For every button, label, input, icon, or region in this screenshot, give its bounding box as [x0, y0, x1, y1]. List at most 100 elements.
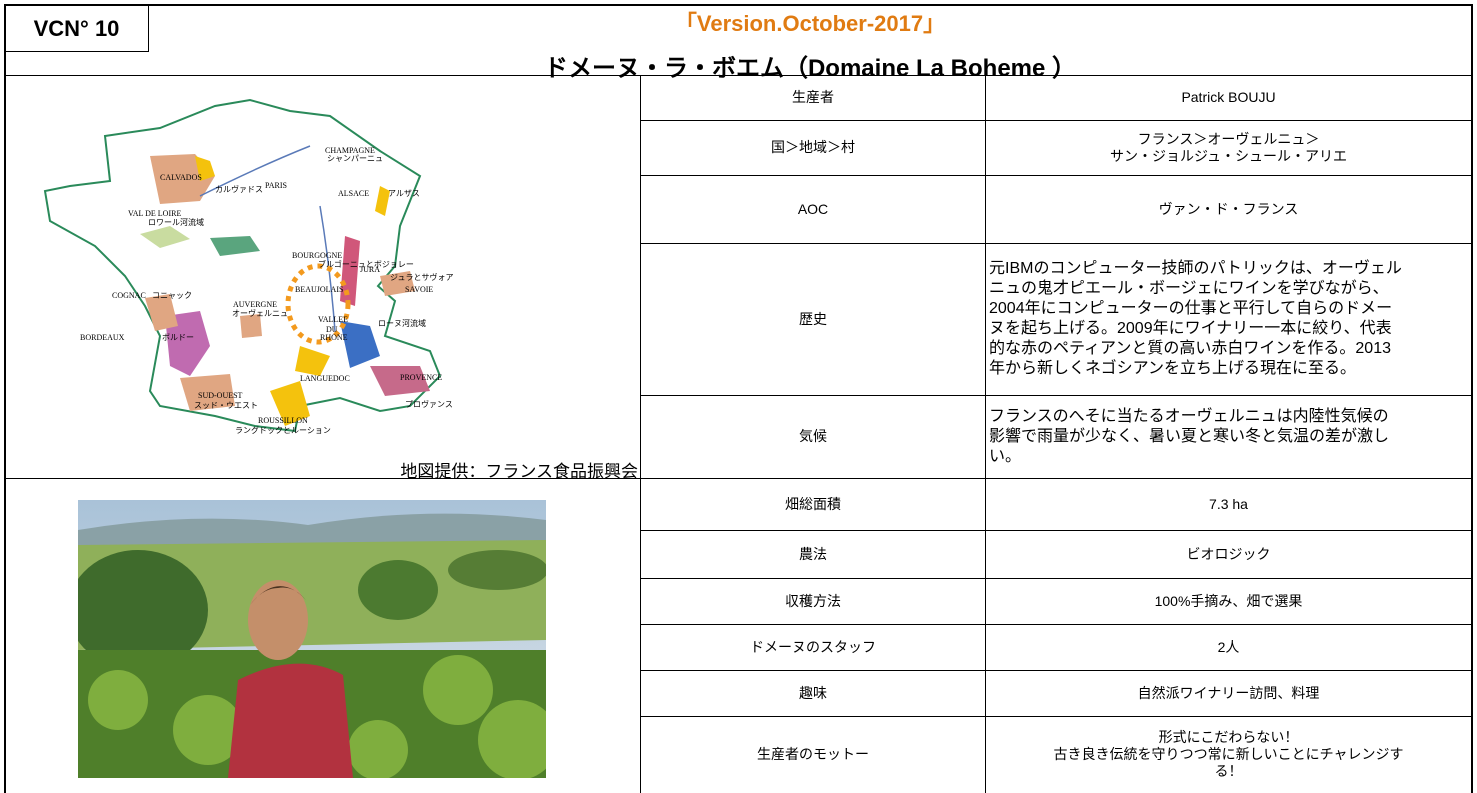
map-label: PARIS: [265, 181, 287, 190]
map-label: ボルドー: [162, 333, 194, 342]
map-label: コニャック: [152, 291, 192, 300]
producer-photo: [78, 500, 546, 778]
value-line: 2004年にコンピューターの仕事と平行して自らのドメー: [989, 300, 1393, 317]
row-label: 生産者のモットー: [641, 716, 985, 793]
map-label: SAVOIE: [405, 285, 433, 294]
map-label: アルザス: [388, 189, 420, 198]
value-line: 2人: [1217, 638, 1240, 655]
row-label: 畑総面積: [641, 478, 985, 530]
value-line: サン・ジョルジュ・シュール・アリエ: [1109, 147, 1348, 164]
row-label: 農法: [641, 530, 985, 578]
row-value: 形式にこだわらない！ 古き良き伝統を守りつつ常に新しいことにチャレンジす る！: [986, 716, 1471, 793]
value-line: フランス＞オーヴェルニュ＞: [1137, 130, 1320, 147]
label-text: 収穫方法: [785, 592, 841, 609]
row-border: [640, 716, 1473, 717]
label-text: 農法: [799, 545, 827, 562]
map-label: オーヴェルニュ: [232, 308, 288, 318]
value-line: 自然派ワイナリー訪問、料理: [1137, 684, 1320, 701]
label-text: 趣味: [799, 684, 827, 701]
map-label: プロヴァンス: [405, 399, 453, 409]
map-label: DU: [326, 325, 338, 334]
label-text: 国＞地域＞村: [771, 139, 855, 155]
row-label: 生産者: [641, 75, 985, 120]
value-line: 形式にこだわらない！: [1158, 729, 1299, 745]
row-value: 元IBMのコンピューター技師のパトリックは、オーヴェル ニュの鬼才ピエール・ボージ…: [986, 243, 1471, 395]
map-label: BORDEAUX: [80, 333, 125, 342]
map-label: RHONE: [320, 333, 348, 342]
row-border: [640, 395, 1473, 396]
value-line: ニュの鬼才ピエール・ボージェにワインを学びながら、: [989, 280, 1389, 297]
map-label: AUVERGNE: [233, 300, 277, 309]
map-label: シャンパーニュ: [327, 154, 383, 163]
column-border: [985, 75, 986, 793]
label-text: 畑総面積: [785, 495, 841, 512]
row-value: ヴァン・ド・フランス: [986, 175, 1471, 243]
value-line: 影響で雨量が少なく、暑い夏と寒い冬と気温の差が激し: [989, 427, 1390, 445]
row-border: [640, 243, 1473, 244]
map-label: ロワール河流域: [148, 217, 204, 227]
label-text: ドメーヌのスタッフ: [750, 638, 876, 655]
value-line: る！: [1214, 763, 1243, 779]
map-label: ブルゴーニュとボジョレー: [318, 259, 414, 269]
map-label: SUD-OUEST: [198, 391, 243, 400]
map-label: CHAMPAGNE: [325, 146, 375, 155]
row-value: Patrick BOUJU: [986, 75, 1471, 120]
map-label: LANGUEDOC: [300, 374, 350, 383]
label-text: 気候: [799, 428, 827, 444]
map-label: ROUSSILLON: [258, 416, 308, 425]
row-label: 気候: [641, 395, 985, 478]
row-value: 自然派ワイナリー訪問、料理: [986, 670, 1471, 716]
label-text: 生産者: [792, 89, 834, 105]
label-text: AOC: [797, 200, 829, 217]
row-value: フランスのへそに当たるオーヴェルニュは内陸性気候の 影響で雨量が少なく、暑い夏と寒…: [986, 395, 1471, 478]
row-label: 収穫方法: [641, 578, 985, 624]
id-cell: VCN° 10: [4, 4, 149, 52]
map-label: スッド・ウエスト: [194, 401, 258, 410]
value-line: 年から新しくネゴシアンを立ち上げる現在に至る。: [989, 360, 1357, 377]
doc-id: VCN° 10: [33, 15, 120, 41]
row-value: 7.3 ha: [986, 478, 1471, 530]
row-value: フランス＞オーヴェルニュ＞ サン・ジョルジュ・シュール・アリエ: [986, 120, 1471, 175]
value-line: 100%手摘み、畑で選果: [1154, 592, 1303, 609]
map-label: カルヴァドス: [215, 184, 263, 194]
value-line: 元IBMのコンピューター技師のパトリックは、オーヴェル: [989, 260, 1402, 277]
row-border: [640, 670, 1473, 671]
value-line: ヌを起ち上げる。2009年にワイナリー一本に絞り、代表: [989, 320, 1392, 337]
version: 「Version.October-2017」: [674, 11, 946, 36]
map-label: ローヌ河流域: [378, 318, 426, 328]
row-value: 100%手摘み、畑で選果: [986, 578, 1471, 624]
title: ドメーヌ・ラ・ボエム（Domaine La Boheme ）: [543, 55, 1077, 82]
value-line: ビオロジック: [1186, 545, 1271, 562]
value-line: ヴァン・ド・フランス: [1158, 200, 1299, 217]
map-label: ラングドックとルーション: [235, 425, 331, 435]
row-label: AOC: [641, 175, 985, 243]
map-label: ALSACE: [338, 189, 369, 198]
map-label: JURA: [360, 265, 380, 274]
map-label: COGNAC: [112, 291, 146, 300]
map-label: VALLEE: [318, 315, 348, 324]
row-label: ドメーヌのスタッフ: [641, 624, 985, 670]
value-line: い。: [989, 447, 1022, 465]
map-label: ジュラとサヴォア: [390, 272, 453, 282]
map-label: BOURGOGNE: [292, 251, 342, 260]
map-label: CALVADOS: [160, 173, 202, 182]
wine-regions: [140, 154, 430, 426]
map-label: BEAUJOLAIS: [295, 285, 343, 294]
value-line: 古き良き伝統を守りつつ常に新しいことにチャレンジす: [1053, 746, 1404, 762]
row-value: 2人: [986, 624, 1471, 670]
row-label: 歴史: [641, 243, 985, 395]
row-label: 国＞地域＞村: [641, 120, 985, 175]
label-text: 生産者のモットー: [757, 746, 869, 762]
label-text: 歴史: [799, 310, 827, 327]
row-value: ビオロジック: [986, 530, 1471, 578]
row-border: [640, 175, 1473, 176]
value-line: 7.3 ha: [1209, 495, 1248, 512]
row-border: [640, 75, 1473, 76]
row-border: [640, 530, 1473, 531]
row-border: [640, 478, 1473, 479]
value-line: フランスのへそに当たるオーヴェルニュは内陸性気候の: [989, 407, 1389, 425]
map-label: VAL DE LOIRE: [128, 209, 181, 218]
row-border: [640, 120, 1473, 121]
